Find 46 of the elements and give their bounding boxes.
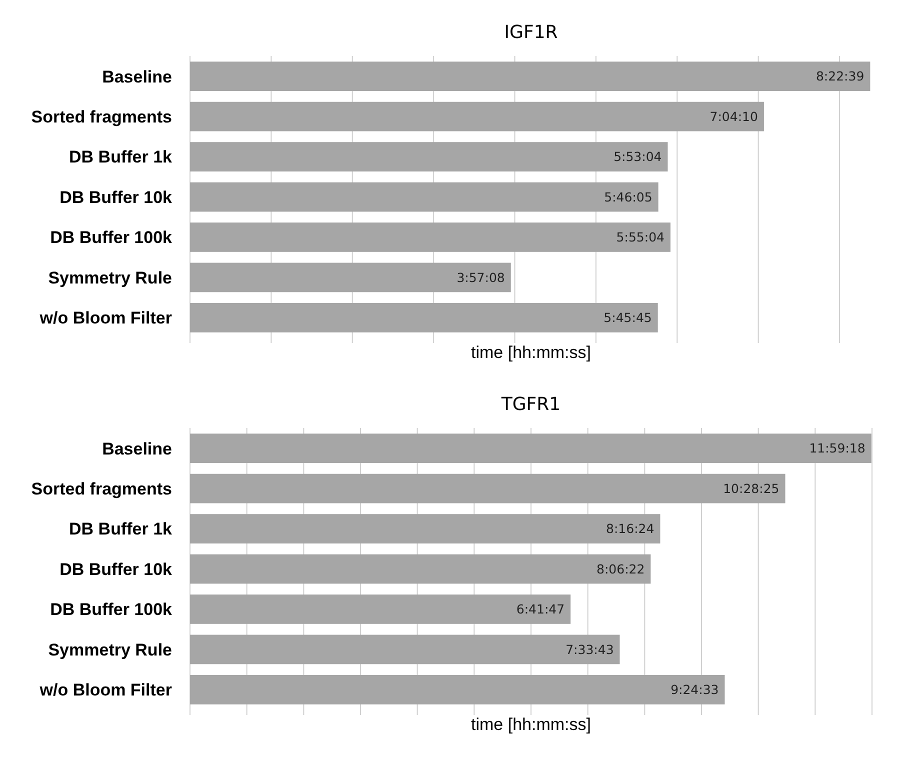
data-label: 5:46:05 [604, 189, 652, 204]
bar [190, 262, 511, 292]
bar [190, 62, 870, 91]
y-tick-label: DB Buffer 10k [60, 560, 173, 579]
bar [190, 102, 764, 132]
data-label: 6:41:47 [516, 602, 565, 617]
bar [190, 675, 725, 704]
x-axis-title: time [hh:mm:ss] [471, 715, 591, 734]
bar [190, 142, 668, 172]
y-tick-label: Sorted fragments [31, 107, 172, 126]
x-axis-title: time [hh:mm:ss] [471, 343, 591, 362]
y-tick-label: w/o Bloom Filter [38, 308, 172, 328]
data-label: 5:53:04 [614, 149, 662, 164]
data-label: 11:59:18 [809, 440, 866, 456]
y-tick-label: Baseline [102, 439, 172, 458]
bar [190, 594, 571, 624]
data-label: 5:55:04 [616, 230, 665, 245]
data-label: 7:33:43 [566, 642, 614, 657]
bar [190, 222, 670, 252]
y-tick-label: DB Buffer 100k [50, 600, 173, 620]
bar [190, 182, 658, 212]
data-label: 7:04:10 [710, 108, 758, 124]
y-tick-label: Symmetry Rule [48, 268, 172, 288]
data-label: 9:24:33 [670, 682, 719, 698]
y-tick-label: DB Buffer 10k [60, 188, 173, 207]
bar [190, 514, 660, 544]
bar [190, 474, 786, 504]
y-tick-label: w/o Bloom Filter [38, 680, 172, 700]
chart-title: TGFR1 [500, 394, 561, 415]
data-label: 10:28:25 [723, 480, 780, 496]
data-label: 8:16:24 [606, 521, 654, 536]
y-tick-label: Symmetry Rule [48, 640, 172, 660]
y-tick-label: DB Buffer 1k [69, 148, 173, 167]
data-label: 3:57:08 [456, 270, 505, 285]
bar [190, 634, 620, 664]
chart-title: IGF1R [504, 22, 558, 43]
y-tick-label: DB Buffer 1k [69, 520, 173, 539]
y-tick-label: DB Buffer 100k [50, 228, 173, 248]
data-label: 8:22:39 [816, 68, 864, 84]
bar [190, 303, 658, 332]
data-label: 8:06:22 [596, 561, 645, 576]
bar [190, 434, 872, 463]
y-tick-label: Sorted fragments [31, 479, 172, 498]
bar [190, 554, 651, 584]
data-label: 5:45:45 [604, 310, 652, 326]
y-tick-label: Baseline [102, 67, 172, 86]
